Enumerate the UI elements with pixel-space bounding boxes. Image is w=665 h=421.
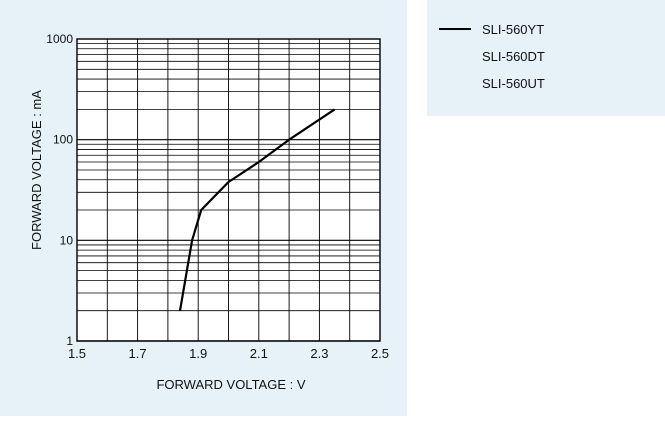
legend-item: SLI-560YT	[427, 18, 665, 40]
grid-lines	[76, 38, 381, 342]
chart-svg: 1.5 1.7 1.9 2.1 2.3 2.5 1 10 100 1000 FORWARD VOL…	[0, 0, 407, 416]
legend-label: SLI-560YT	[482, 21, 545, 37]
x-tick-label: 1.5	[68, 346, 86, 361]
chart-panel: 1.5 1.7 1.9 2.1 2.3 2.5 1 10 100 1000 FORWARD VOL…	[0, 0, 407, 416]
legend-item: SLI-560DT	[427, 45, 665, 67]
plot-border	[76, 38, 381, 342]
series-line-sli-560yt	[178, 108, 336, 311]
x-tick-label: 2.1	[250, 346, 268, 361]
legend-item: SLI-560UT	[427, 72, 665, 94]
y-tick-label: 10	[60, 233, 74, 247]
x-tick-label: 2.5	[371, 346, 389, 361]
tick-labels: 1.5 1.7 1.9 2.1 2.3 2.5 1 10 100 1000	[46, 32, 389, 361]
y-tick-label: 1000	[46, 32, 73, 46]
y-tick-label: 1	[66, 334, 73, 348]
x-tick-label: 1.9	[189, 346, 207, 361]
y-axis-label: FORWARD VOLTAGE : mA	[29, 90, 44, 250]
series-lines	[178, 108, 336, 311]
legend-label: SLI-560DT	[482, 48, 545, 64]
legend-label: SLI-560UT	[482, 75, 545, 91]
x-tick-label: 1.7	[129, 346, 147, 361]
x-axis-label: FORWARD VOLTAGE : V	[156, 377, 305, 392]
y-tick-label: 100	[53, 133, 73, 147]
legend: SLI-560YT SLI-560DT SLI-560UT	[427, 0, 665, 116]
legend-swatch	[439, 82, 471, 84]
legend-swatch	[439, 28, 471, 30]
legend-swatch	[439, 55, 471, 57]
x-tick-label: 2.3	[310, 346, 328, 361]
